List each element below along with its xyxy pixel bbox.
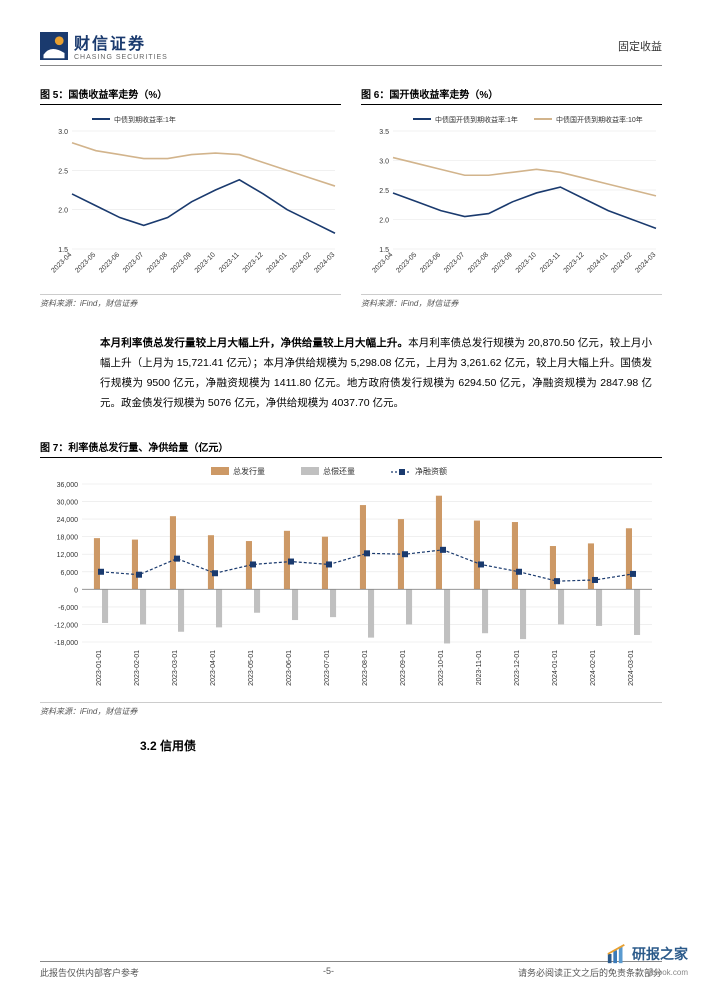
- page-footer: 此报告仅供内部客户参考 -5- 请务必阅读正文之后的免责条款部分: [40, 961, 662, 979]
- svg-text:2023-12: 2023-12: [563, 251, 586, 274]
- svg-text:2023-05-01: 2023-05-01: [248, 650, 255, 686]
- svg-text:3.0: 3.0: [379, 159, 389, 166]
- figure-7: 图 7：利率债总发行量、净供给量（亿元） -18,000 -12,000 -6,00…: [40, 439, 662, 717]
- svg-text:2024-03-01: 2024-03-01: [628, 650, 635, 686]
- svg-text:36,000: 36,000: [57, 482, 79, 489]
- chart-row-5-6: 图 5：国债收益率走势（%） 1.52.02.53.0中债到期收益率:1年202…: [40, 86, 662, 309]
- svg-text:中债国开债到期收益率:10年: 中债国开债到期收益率:10年: [556, 115, 643, 124]
- footer-right: 请务必阅读正文之后的免责条款部分: [518, 966, 662, 979]
- svg-text:3.0: 3.0: [58, 129, 68, 136]
- svg-text:总发行量: 总发行量: [233, 466, 265, 476]
- figure-7-title: 图 7：利率债总发行量、净供给量（亿元）: [40, 439, 662, 458]
- svg-text:2023-08: 2023-08: [146, 251, 169, 274]
- svg-text:12,000: 12,000: [57, 552, 79, 559]
- svg-text:2023-11: 2023-11: [218, 251, 241, 274]
- svg-text:2024-02: 2024-02: [610, 251, 633, 274]
- figure-6-chart: 1.52.02.53.03.5中债国开债到期收益率:1年中债国开债到期收益率:1…: [361, 109, 662, 289]
- company-logo-icon: [40, 32, 68, 60]
- svg-text:2023-09: 2023-09: [491, 251, 514, 274]
- svg-text:6,000: 6,000: [60, 570, 78, 577]
- figure-7-chart: -18,000 -12,000 -6,000 0 6,000 12,000 18,000 24…: [40, 462, 662, 697]
- svg-text:中债到期收益率:1年: 中债到期收益率:1年: [114, 115, 176, 124]
- footer-page-number: -5-: [323, 966, 334, 979]
- svg-text:2023-12-01: 2023-12-01: [514, 650, 521, 686]
- svg-text:2023-10: 2023-10: [194, 251, 217, 274]
- svg-text:2023-02-01: 2023-02-01: [134, 650, 141, 686]
- svg-text:2024-02: 2024-02: [289, 251, 312, 274]
- figure-5: 图 5：国债收益率走势（%） 1.52.02.53.0中债到期收益率:1年202…: [40, 86, 341, 309]
- svg-text:2.0: 2.0: [58, 208, 68, 215]
- figure-5-source: 资料来源：iFind，财信证券: [40, 294, 341, 309]
- footer-left: 此报告仅供内部客户参考: [40, 966, 139, 979]
- svg-text:2023-11: 2023-11: [539, 251, 562, 274]
- svg-text:2023-05: 2023-05: [395, 251, 418, 274]
- svg-text:2023-07: 2023-07: [122, 251, 145, 274]
- svg-text:2024-03: 2024-03: [634, 251, 657, 274]
- figure-6: 图 6：国开债收益率走势（%） 1.52.02.53.03.5中债国开债到期收益…: [361, 86, 662, 309]
- watermark-brand: 研报之家: [632, 944, 688, 964]
- svg-text:24,000: 24,000: [57, 517, 79, 524]
- figure-6-source: 资料来源：iFind，财信证券: [361, 294, 662, 309]
- svg-text:2023-09-01: 2023-09-01: [400, 650, 407, 686]
- svg-text:2024-01: 2024-01: [265, 251, 288, 274]
- watermark: 研报之家: [606, 943, 688, 965]
- header-category: 固定收益: [618, 38, 662, 54]
- svg-text:2023-09: 2023-09: [170, 251, 193, 274]
- svg-text:2024-02-01: 2024-02-01: [590, 650, 597, 686]
- watermark-icon: [606, 943, 628, 965]
- svg-text:2023-10: 2023-10: [515, 251, 538, 274]
- svg-text:2023-07: 2023-07: [443, 251, 466, 274]
- watermark-url: yblook.com: [648, 968, 688, 977]
- body-paragraph: 本月利率债总发行量较上月大幅上升，净供给量较上月大幅上升。本月利率债总发行规模为…: [100, 334, 652, 414]
- svg-text:18,000: 18,000: [57, 534, 79, 541]
- svg-text:2023-01-01: 2023-01-01: [96, 650, 103, 686]
- figure-6-title: 图 6：国开债收益率走势（%）: [361, 86, 662, 105]
- svg-text:2023-12: 2023-12: [242, 251, 265, 274]
- svg-text:总偿还量: 总偿还量: [323, 466, 355, 476]
- svg-text:2023-04: 2023-04: [371, 251, 394, 274]
- svg-text:2023-11-01: 2023-11-01: [476, 650, 483, 685]
- svg-text:中债国开债到期收益率:1年: 中债国开债到期收益率:1年: [435, 115, 518, 124]
- svg-text:0: 0: [74, 587, 78, 594]
- svg-text:2023-06: 2023-06: [419, 251, 442, 274]
- svg-text:2024-01-01: 2024-01-01: [552, 650, 559, 686]
- svg-text:2023-04-01: 2023-04-01: [210, 650, 217, 686]
- figure-5-title: 图 5：国债收益率走势（%）: [40, 86, 341, 105]
- svg-text:2023-10-01: 2023-10-01: [438, 650, 445, 686]
- logo-block: 财信证券 CHASING SECURITIES: [40, 30, 168, 61]
- svg-text:-6,000: -6,000: [58, 605, 78, 612]
- svg-text:2023-08: 2023-08: [467, 251, 490, 274]
- svg-text:2.5: 2.5: [58, 168, 68, 175]
- svg-text:2023-07-01: 2023-07-01: [324, 650, 331, 686]
- svg-text:2023-04: 2023-04: [50, 251, 73, 274]
- svg-text:2024-01: 2024-01: [586, 251, 609, 274]
- svg-text:-12,000: -12,000: [54, 622, 78, 629]
- svg-text:2023-06-01: 2023-06-01: [286, 650, 293, 686]
- logo-text-cn: 财信证券: [74, 30, 168, 54]
- svg-text:2023-05: 2023-05: [74, 251, 97, 274]
- svg-text:净融资额: 净融资额: [415, 466, 447, 476]
- paragraph-lead: 本月利率债总发行量较上月大幅上升，净供给量较上月大幅上升。: [100, 337, 408, 349]
- svg-text:-18,000: -18,000: [54, 640, 78, 647]
- section-3-2-heading: 3.2 信用债: [140, 737, 662, 754]
- svg-text:2023-03-01: 2023-03-01: [172, 650, 179, 686]
- svg-text:3.5: 3.5: [379, 129, 389, 136]
- logo-text-en: CHASING SECURITIES: [74, 54, 168, 61]
- svg-text:30,000: 30,000: [57, 499, 79, 506]
- svg-text:2024-03: 2024-03: [313, 251, 336, 274]
- figure-5-chart: 1.52.02.53.0中债到期收益率:1年2023-042023-052023…: [40, 109, 341, 289]
- figure-7-source: 资料来源：iFind，财信证券: [40, 702, 662, 717]
- svg-text:2.0: 2.0: [379, 218, 389, 225]
- page-header: 财信证券 CHASING SECURITIES 固定收益: [40, 30, 662, 66]
- svg-text:2023-08-01: 2023-08-01: [362, 650, 369, 686]
- svg-text:2.5: 2.5: [379, 188, 389, 195]
- svg-text:2023-06: 2023-06: [98, 251, 121, 274]
